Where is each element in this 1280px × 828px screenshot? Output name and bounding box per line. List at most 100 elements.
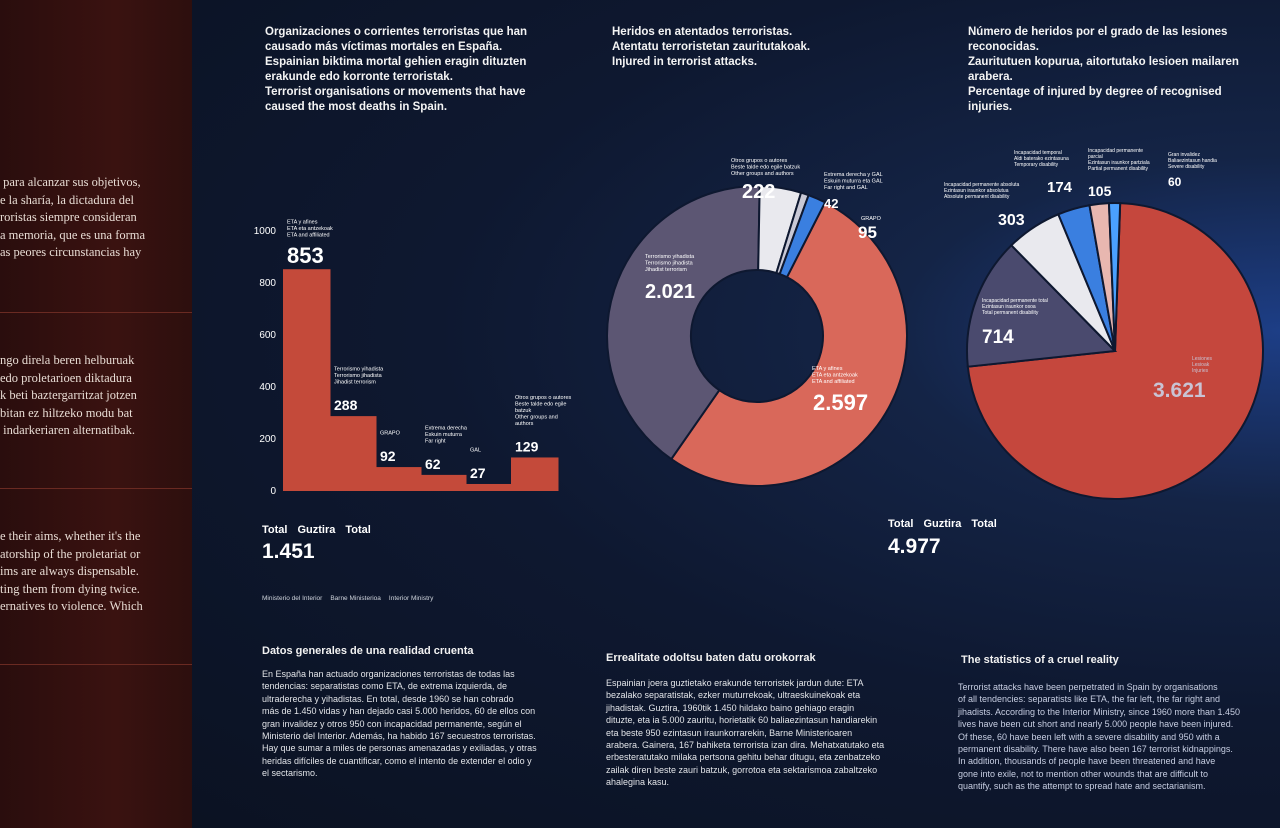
- section-line: bezalako separatistak, ezker muturrekoak…: [606, 690, 861, 701]
- slice-category-label: Beste talde edo egile batzuk: [731, 165, 800, 171]
- section-line: permanent disability. There have also be…: [958, 744, 1233, 755]
- bar: [421, 474, 467, 491]
- total-label-es: Total: [262, 524, 288, 536]
- slice-value-label: 60: [1168, 175, 1182, 189]
- bar-value-label: 27: [470, 465, 486, 481]
- wall-text-line: indarkeriaren alternatibak.: [0, 423, 135, 437]
- total-label-eu: Guztira: [297, 524, 336, 536]
- slice-category-label: Severe disability: [1168, 164, 1205, 170]
- wall-text-english: e their aims, whether it's the atorship o…: [0, 528, 190, 616]
- wall-text-line: roristas siempre consideran: [0, 210, 137, 224]
- bar-category-label: Beste talde edo egile: [515, 401, 566, 407]
- section-line: Of these, 60 have been left with a sever…: [958, 731, 1220, 742]
- y-tick-label: 400: [259, 382, 276, 393]
- wall-text-line: edo proletarioen diktadura: [0, 370, 132, 385]
- wall-text-line: ernatives to violence. Which: [0, 599, 143, 613]
- slice-category-label: Eskuin muturra eta GAL: [824, 179, 883, 185]
- bar-category-label: Jihadist terrorism: [334, 380, 376, 386]
- title-line: Zauritutuen kopurua, aitortutako lesioen…: [968, 56, 1239, 83]
- chart1-total-label: Total Guztira Total: [262, 524, 381, 536]
- bar-value-label: 92: [380, 448, 396, 464]
- section-line: gone into exile, not to mention other wo…: [958, 768, 1208, 779]
- pie-slice: [966, 243, 1118, 368]
- slice-category-label: Other groups and authors: [731, 171, 794, 177]
- slice-category-label: Terrorismo jihadista: [645, 261, 694, 267]
- section-line: tendencias: separatistas como ETA, de ex…: [262, 681, 507, 692]
- slice-category-label: Ezintasun iraunkor absolutua: [944, 188, 1009, 194]
- slice-category-label: Otros grupos o autores: [731, 158, 788, 164]
- slice-value-label: 3.621: [1153, 379, 1206, 402]
- bar-value-label: 62: [425, 456, 441, 472]
- section-heading-eu: Errealitate odoltsu baten datu orokorrak: [606, 652, 816, 664]
- title-line: causado más víctimas mortales en España.: [265, 41, 503, 53]
- wall-text-line: ngo direla beren helburuak: [0, 353, 135, 367]
- slice-category-label: GRAPO: [861, 216, 882, 222]
- wall-text-line: atorship of the proletariat or: [0, 546, 141, 561]
- slice-category-label: Temporary disability: [1014, 162, 1059, 168]
- section-line: Ministerio del Interior. Además, ha habi…: [262, 731, 536, 742]
- bar: [283, 269, 331, 491]
- slice-category-label: Partial permanent disability: [1088, 166, 1149, 172]
- slice-category-label: Incapacidad temporal: [1014, 150, 1062, 156]
- section-line: arabera. Gainera, 167 bahiketa terrorist…: [606, 740, 885, 751]
- slice-value-label: 174: [1047, 179, 1073, 196]
- section-body-eu: Espainian joera guztietako erakunde terr…: [606, 677, 906, 789]
- bar-category-label: batzuk: [515, 408, 531, 414]
- section-body-en: Terrorist attacks have been perpetrated …: [958, 681, 1258, 793]
- section-body-es: En España han actuado organizaciones ter…: [262, 668, 562, 780]
- chart2-total-label: Total Guztira Total: [888, 518, 1007, 530]
- bar-category-label: Terrorismo jihadista: [334, 373, 383, 379]
- bar-category-label: GAL: [470, 447, 481, 453]
- section-line: erbesteratutako milaka pertsona gehitu b…: [606, 752, 881, 763]
- donut-slice: [778, 193, 827, 279]
- wall-text-line: e their aims, whether it's the: [0, 529, 141, 543]
- bar-value-label: 853: [287, 243, 324, 268]
- y-tick-label: 800: [259, 278, 276, 289]
- section-line: quantify, such as the attempt to spread …: [958, 781, 1206, 792]
- slice-category-label: Terrorismo yihadista: [645, 254, 695, 260]
- slice-category-label: Lesioak: [1192, 362, 1210, 368]
- title-line: Percentage of injured by degree of recog…: [968, 86, 1222, 113]
- bar-category-label: Otros grupos o autores: [515, 395, 572, 401]
- bar: [511, 457, 559, 491]
- total-label-en: Total: [345, 524, 371, 536]
- slice-category-label: ETA eta antzekoak: [812, 373, 858, 379]
- wall-text-line: e la sharía, la dictadura del: [0, 192, 134, 207]
- total-label-en: Total: [971, 518, 997, 530]
- slice-category-label: Aldi baterako ezintasuna: [1014, 156, 1069, 162]
- donut-slice: [606, 185, 761, 461]
- total-label-eu: Guztira: [923, 518, 962, 530]
- slice-category-label: Far right and GAL: [824, 185, 868, 191]
- bar-value-label: 129: [515, 438, 539, 454]
- bar-category-label: ETA eta antzekoak: [287, 226, 333, 232]
- bar-category-label: Far right: [425, 438, 446, 444]
- donut-slice: [669, 201, 908, 487]
- wall-divider: [0, 664, 192, 665]
- bar: [330, 416, 377, 491]
- wall-text-line: as peores circunstancias hay: [0, 245, 142, 259]
- title-line: Espainian biktima mortal gehien eragin d…: [265, 56, 527, 68]
- section-line: eta beste 950 ezintasun iraunkorrarekin,…: [606, 727, 853, 738]
- slice-value-label: 222: [742, 181, 775, 203]
- slice-category-label: Incapacidad permanente total: [982, 298, 1048, 304]
- y-tick-label: 600: [259, 330, 276, 341]
- section-line: jihadistak. Guztira, 1960tik 1.450 hilda…: [606, 702, 855, 713]
- section-line: heridas difíciles de cuantificar, como e…: [262, 755, 532, 766]
- section-line: jihadists. According to the Interior Min…: [958, 706, 1240, 717]
- y-tick-label: 200: [259, 434, 276, 445]
- bar-category-label: Terrorismo yihadista: [334, 367, 384, 373]
- slice-category-label: Extrema derecha y GAL: [824, 172, 883, 178]
- title-line: Organizaciones o corrientes terroristas …: [265, 26, 528, 38]
- section-line: dituzte, eta ia 5.000 zauritu, horietati…: [606, 715, 878, 726]
- slice-category-label: Absolute permanent disability: [944, 194, 1010, 200]
- wall-divider: [0, 488, 192, 489]
- slice-value-label: 95: [858, 223, 877, 242]
- title-line: Atentatu terroristetan zauritutakoak.: [612, 41, 811, 53]
- slice-category-label: Injuries: [1192, 368, 1209, 374]
- wall-text-line: ims are always dispensable.: [0, 564, 139, 578]
- source-eu: Barne Ministerioa: [330, 595, 381, 602]
- slice-value-label: 2.597: [813, 390, 868, 415]
- section-line: lives have been cut short and nearly 5.0…: [958, 719, 1234, 730]
